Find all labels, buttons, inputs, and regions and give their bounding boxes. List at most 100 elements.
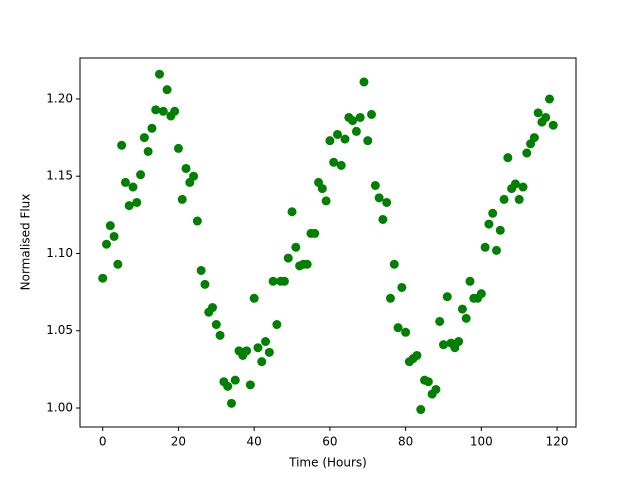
point [435, 316, 445, 326]
point [173, 143, 183, 153]
point [302, 259, 312, 269]
point [340, 134, 350, 144]
point [332, 129, 342, 139]
y-tick-label: 1.00 [46, 400, 73, 414]
point [230, 375, 240, 385]
point [245, 380, 255, 390]
point [454, 337, 464, 347]
point [510, 179, 520, 189]
point [283, 253, 293, 263]
point [287, 207, 297, 217]
point [533, 108, 543, 118]
point [488, 208, 498, 218]
point [385, 293, 395, 303]
x-tick-label: 20 [171, 435, 186, 449]
point [397, 282, 407, 292]
point [541, 112, 551, 122]
x-axis-label: Time (Hours) [288, 456, 367, 470]
point [211, 320, 221, 330]
point [155, 69, 165, 79]
point [257, 357, 267, 367]
point [117, 140, 127, 150]
point [208, 303, 218, 313]
point [476, 289, 486, 299]
point [253, 343, 263, 353]
point [109, 231, 119, 241]
y-tick-label: 1.20 [46, 91, 73, 105]
point [310, 228, 320, 238]
point [329, 157, 339, 167]
point [423, 377, 433, 387]
point [401, 327, 411, 337]
point [196, 265, 206, 275]
point [170, 106, 180, 116]
point [348, 116, 358, 126]
point [393, 323, 403, 333]
x-tick-label: 120 [546, 435, 569, 449]
point [264, 347, 274, 357]
point [136, 170, 146, 180]
point [529, 133, 539, 143]
point [461, 313, 471, 323]
y-tick-label: 1.05 [46, 323, 73, 337]
point [374, 193, 384, 203]
point [105, 221, 115, 231]
plot-frame [79, 57, 577, 428]
point [226, 398, 236, 408]
point [128, 182, 138, 192]
point [151, 105, 161, 115]
point [268, 276, 278, 286]
point [143, 146, 153, 156]
x-tick-label: 60 [322, 435, 337, 449]
point [480, 242, 490, 252]
point [431, 384, 441, 394]
point [522, 148, 532, 158]
y-tick-label: 1.15 [46, 169, 73, 183]
point [514, 194, 524, 204]
point [389, 259, 399, 269]
y-tick-label: 1.10 [46, 246, 73, 260]
point [192, 216, 202, 226]
point [548, 120, 558, 130]
point [291, 242, 301, 252]
y-axis-label: Normalised Flux [19, 194, 33, 291]
point [223, 381, 233, 391]
point [120, 177, 130, 187]
point [181, 163, 191, 173]
x-tick-label: 0 [99, 435, 107, 449]
point [158, 106, 168, 116]
point [412, 350, 422, 360]
point [261, 337, 271, 347]
x-tick-label: 40 [247, 435, 262, 449]
point [351, 126, 361, 136]
point [438, 340, 448, 350]
point [242, 346, 252, 356]
point [457, 304, 467, 314]
point [359, 77, 369, 87]
point [370, 180, 380, 190]
point [416, 405, 426, 415]
point [503, 153, 513, 163]
point [113, 259, 123, 269]
point [102, 239, 112, 249]
point [124, 201, 134, 211]
point [132, 197, 142, 207]
point [499, 194, 509, 204]
point [382, 197, 392, 207]
point [177, 194, 187, 204]
point [355, 112, 365, 122]
point [495, 225, 505, 235]
point [484, 219, 494, 229]
point [249, 293, 259, 303]
point [336, 160, 346, 170]
point [162, 85, 172, 95]
point [363, 136, 373, 146]
x-tick-label: 80 [398, 435, 413, 449]
point [98, 273, 108, 283]
point [491, 245, 501, 255]
point [147, 123, 157, 133]
point [367, 109, 377, 119]
point [139, 133, 149, 143]
